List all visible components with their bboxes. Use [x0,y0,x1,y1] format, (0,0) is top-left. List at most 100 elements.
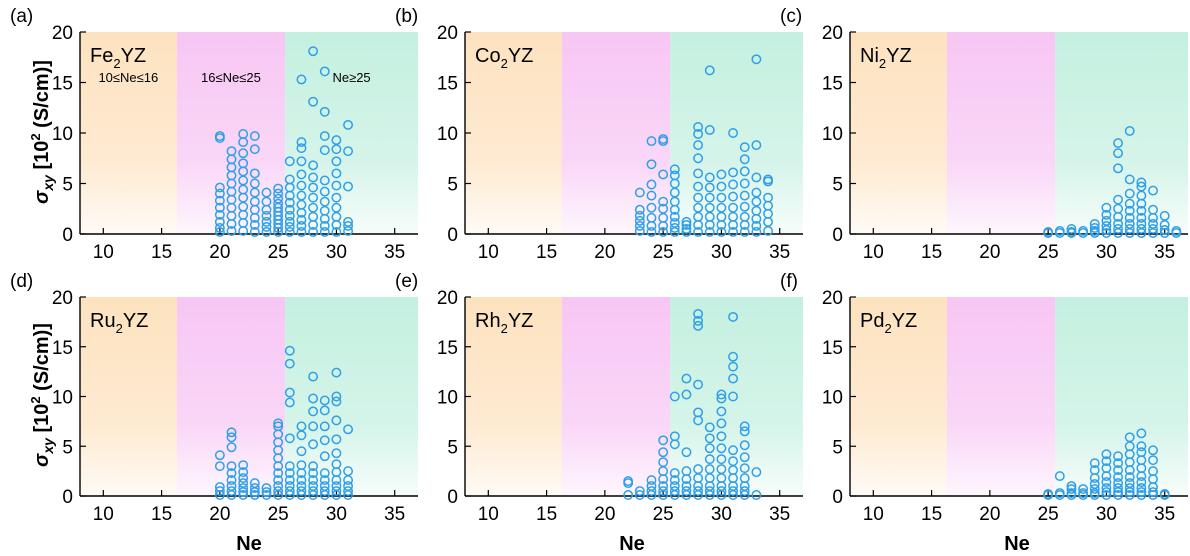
x-tick-label: 25 [268,242,289,263]
data-point [343,466,354,477]
data-point [739,166,750,177]
panel-e: 10 15 20 25 30 35 0 5 10 15 20 (e) Rh2YZ [395,271,803,525]
panel-label: (d) [10,271,33,292]
x-tick-label: 20 [979,504,1000,525]
data-point [1113,148,1124,159]
data-point [646,136,657,147]
data-point [296,74,307,85]
data-point [238,473,249,484]
data-point [226,468,237,479]
data-point [238,129,249,139]
panel-a: 10≤Ne≤16 16≤Ne≤25 Ne≥25 10 15 20 25 30 35 0 5 10 15 2… [10,6,418,263]
data-point [308,96,319,107]
region-band-3 [1055,32,1188,234]
y-tick-label: 0 [447,487,458,508]
data-point [1136,441,1147,452]
data-point [1148,204,1158,215]
data-point [273,188,284,199]
x-tick-label: 15 [921,242,942,263]
data-point [284,174,295,185]
data-point [249,219,260,230]
data-point [693,181,704,192]
data-point [658,457,669,468]
data-point [343,220,354,231]
data-point [658,481,669,491]
data-point [343,181,354,192]
data-point [1159,489,1170,499]
data-point [716,454,727,465]
data-point [1054,488,1065,498]
data-point [1101,483,1112,493]
x-tick-label: 10 [478,504,499,525]
data-point [728,179,739,190]
data-point [716,192,727,203]
data-point [249,227,260,237]
data-point [716,443,727,454]
region-band-3 [285,32,418,234]
data-point [249,168,260,179]
data-point [308,475,319,486]
data-point [763,192,773,203]
data-point [273,193,284,204]
data-point [646,159,657,170]
data-point [273,183,284,194]
data-point [319,106,330,117]
data-point [658,447,669,458]
data-point [669,481,680,491]
data-point [319,475,330,486]
data-point [669,164,680,175]
data-point [739,440,750,451]
data-point [1124,218,1135,229]
region-band-1 [850,32,947,234]
data-point [681,466,692,477]
y-tick-label: 0 [832,225,843,246]
data-point [716,202,727,213]
data-point [343,119,354,130]
data-point [693,464,704,475]
data-point [214,209,225,220]
data-point [331,481,342,491]
data-point [284,197,295,208]
data-point [739,190,750,201]
data-point [646,481,657,491]
data-point [214,482,225,492]
data-point [1136,212,1147,223]
data-point [226,146,237,157]
data-point [214,227,225,237]
data-point [284,387,295,398]
data-point [1124,472,1135,483]
x-tick-label: 30 [326,242,347,263]
data-point [284,345,295,356]
data-point [273,418,284,429]
panel-label: (b) [395,6,418,27]
data-point [1043,227,1054,237]
data-point [319,227,330,237]
data-point [308,486,319,496]
data-point [634,187,645,198]
data-point [728,373,739,384]
data-point [1113,218,1124,229]
data-point [226,226,237,236]
data-point [1148,224,1158,234]
data-point [308,192,319,203]
x-tick-label: 30 [1096,504,1117,525]
panel-label: (c) [780,6,802,27]
data-point [1113,465,1124,476]
data-point [1136,177,1147,188]
data-point [1101,209,1112,220]
data-point [1101,463,1112,474]
data-point [1124,205,1135,216]
data-point [1101,220,1112,231]
data-point [214,182,225,193]
data-point [1148,466,1158,477]
data-point [284,204,295,215]
data-point [681,216,692,227]
region-band-2 [946,32,1056,234]
data-point [226,442,237,453]
data-point [1124,432,1135,443]
y-axis-title-bottom: σxy [102 (S/cm)] [28,323,56,467]
region-band-2 [176,32,286,234]
data-point [308,468,319,479]
data-point [1124,478,1135,489]
data-point [331,180,342,191]
